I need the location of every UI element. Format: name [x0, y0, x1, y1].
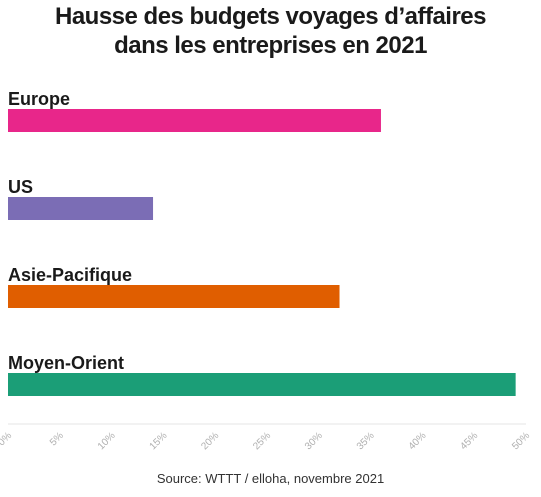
x-tick-label: 45%: [458, 430, 480, 452]
x-tick-label: 30%: [303, 430, 325, 452]
category-label-us: US: [8, 177, 33, 197]
x-tick-label: 25%: [251, 430, 273, 452]
x-tick-label: 0%: [0, 430, 14, 448]
x-tick-label: 15%: [148, 430, 170, 452]
bar-asie-pacifique: [8, 285, 340, 308]
bar-moyen-orient: [8, 373, 516, 396]
chart-title-line-2: dans les entreprises en 2021: [114, 32, 427, 59]
bar-us: [8, 197, 154, 220]
x-tick-label: 35%: [355, 430, 377, 452]
chart-source: Source: WTTT / elloha, novembre 2021: [156, 471, 385, 486]
category-label-europe: Europe: [8, 89, 70, 109]
x-tick-label: 10%: [96, 430, 118, 452]
chart-title: Hausse des budgets voyages d’affaires da…: [0, 2, 541, 60]
category-label-asie-pacifique: Asie-Pacifique: [8, 265, 132, 285]
x-tick-label: 20%: [199, 430, 221, 452]
x-tick-label: 5%: [48, 430, 66, 448]
x-tick-label: 40%: [407, 430, 429, 452]
x-tick-label: 50%: [510, 430, 532, 452]
bar-europe: [8, 109, 381, 132]
category-label-moyen-orient: Moyen-Orient: [8, 353, 124, 373]
chart-title-line-1: Hausse des budgets voyages d’affaires: [54, 3, 487, 30]
